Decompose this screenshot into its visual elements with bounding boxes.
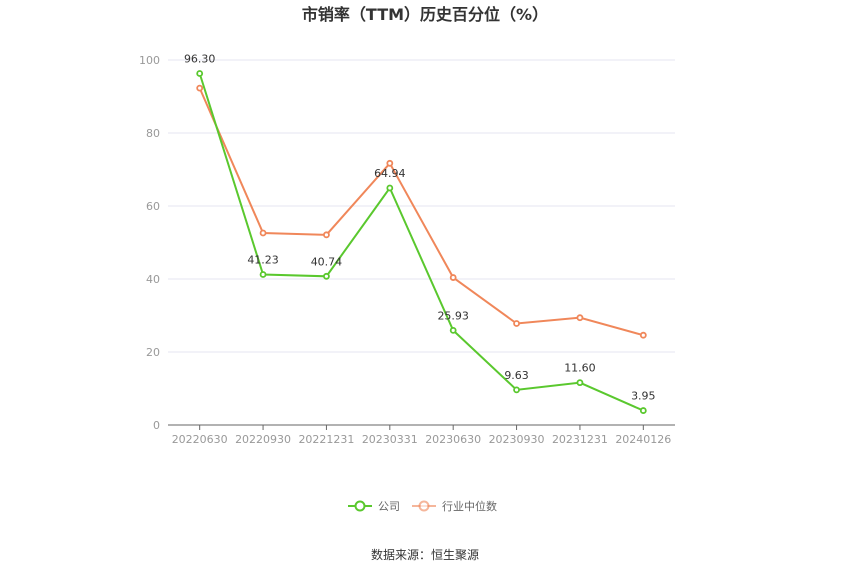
industry-median-point[interactable] (449, 274, 457, 281)
industry-median-point[interactable] (196, 84, 204, 92)
x-tick-label: 20240126 (615, 433, 671, 446)
company-data-label: 64.94 (374, 167, 406, 180)
chart-title: 市销率（TTM）历史百分位（%） (302, 5, 548, 24)
industry-median-series-line (198, 87, 644, 337)
legend-company-label: 公司 (378, 500, 400, 513)
company-data-label: 3.95 (631, 390, 656, 403)
company-point[interactable] (386, 184, 394, 192)
company-data-label: 41.23 (247, 254, 279, 267)
company-series-line (198, 73, 644, 412)
y-tick-label: 40 (146, 273, 160, 286)
company-data-label: 96.30 (184, 53, 216, 66)
company-point[interactable] (576, 379, 584, 387)
x-tick-label: 20230630 (425, 433, 481, 446)
x-tick-label: 20231231 (552, 433, 608, 446)
industry-median-point[interactable] (386, 159, 394, 167)
data-labels: 96.30 41.23 40.74 64.94 25.93 9.63 11.60 3.95 (184, 53, 656, 403)
y-tick-label: 80 (146, 127, 160, 140)
y-tick-label: 0 (153, 419, 160, 432)
x-tick-label: 20230331 (362, 433, 418, 446)
x-axis: 20220630 20220930 20221231 20230331 20230630… (168, 424, 675, 446)
legend-item-company[interactable]: 公司 (348, 500, 400, 513)
company-data-label: 25.93 (437, 309, 469, 322)
industry-median-point[interactable] (323, 231, 330, 239)
x-tick-label: 20220930 (235, 433, 291, 446)
company-data-label: 40.74 (311, 255, 343, 268)
company-point[interactable] (639, 407, 647, 414)
industry-median-point[interactable] (513, 320, 520, 327)
legend-company-marker (354, 500, 366, 512)
industry-median-point[interactable] (576, 314, 584, 322)
company-point[interactable] (259, 271, 267, 278)
industry-median-point[interactable] (639, 331, 647, 339)
company-point[interactable] (196, 70, 204, 77)
y-axis-ticks: 0 20 40 60 80 100 (139, 54, 160, 432)
legend-item-industry-median[interactable]: 行业中位数 (412, 499, 497, 513)
y-grid (168, 59, 675, 353)
legend-industry-label: 行业中位数 (442, 499, 497, 513)
x-tick-label: 20221231 (298, 433, 354, 446)
company-point[interactable] (513, 386, 520, 394)
y-tick-label: 100 (139, 54, 160, 67)
x-tick-label: 20230930 (489, 433, 545, 446)
x-tick-label: 20220630 (172, 433, 228, 446)
source-note: 数据来源：恒生聚源 (371, 547, 479, 562)
company-point[interactable] (449, 326, 457, 334)
y-tick-label: 20 (146, 346, 160, 359)
legend-industry-marker (418, 500, 430, 512)
series-layer (196, 70, 647, 414)
legend: 公司 行业中位数 (348, 499, 497, 513)
y-tick-label: 60 (146, 200, 160, 213)
company-data-label: 11.60 (564, 362, 596, 375)
company-data-label: 9.63 (504, 369, 529, 382)
company-point[interactable] (323, 272, 330, 280)
industry-median-point[interactable] (259, 229, 267, 237)
